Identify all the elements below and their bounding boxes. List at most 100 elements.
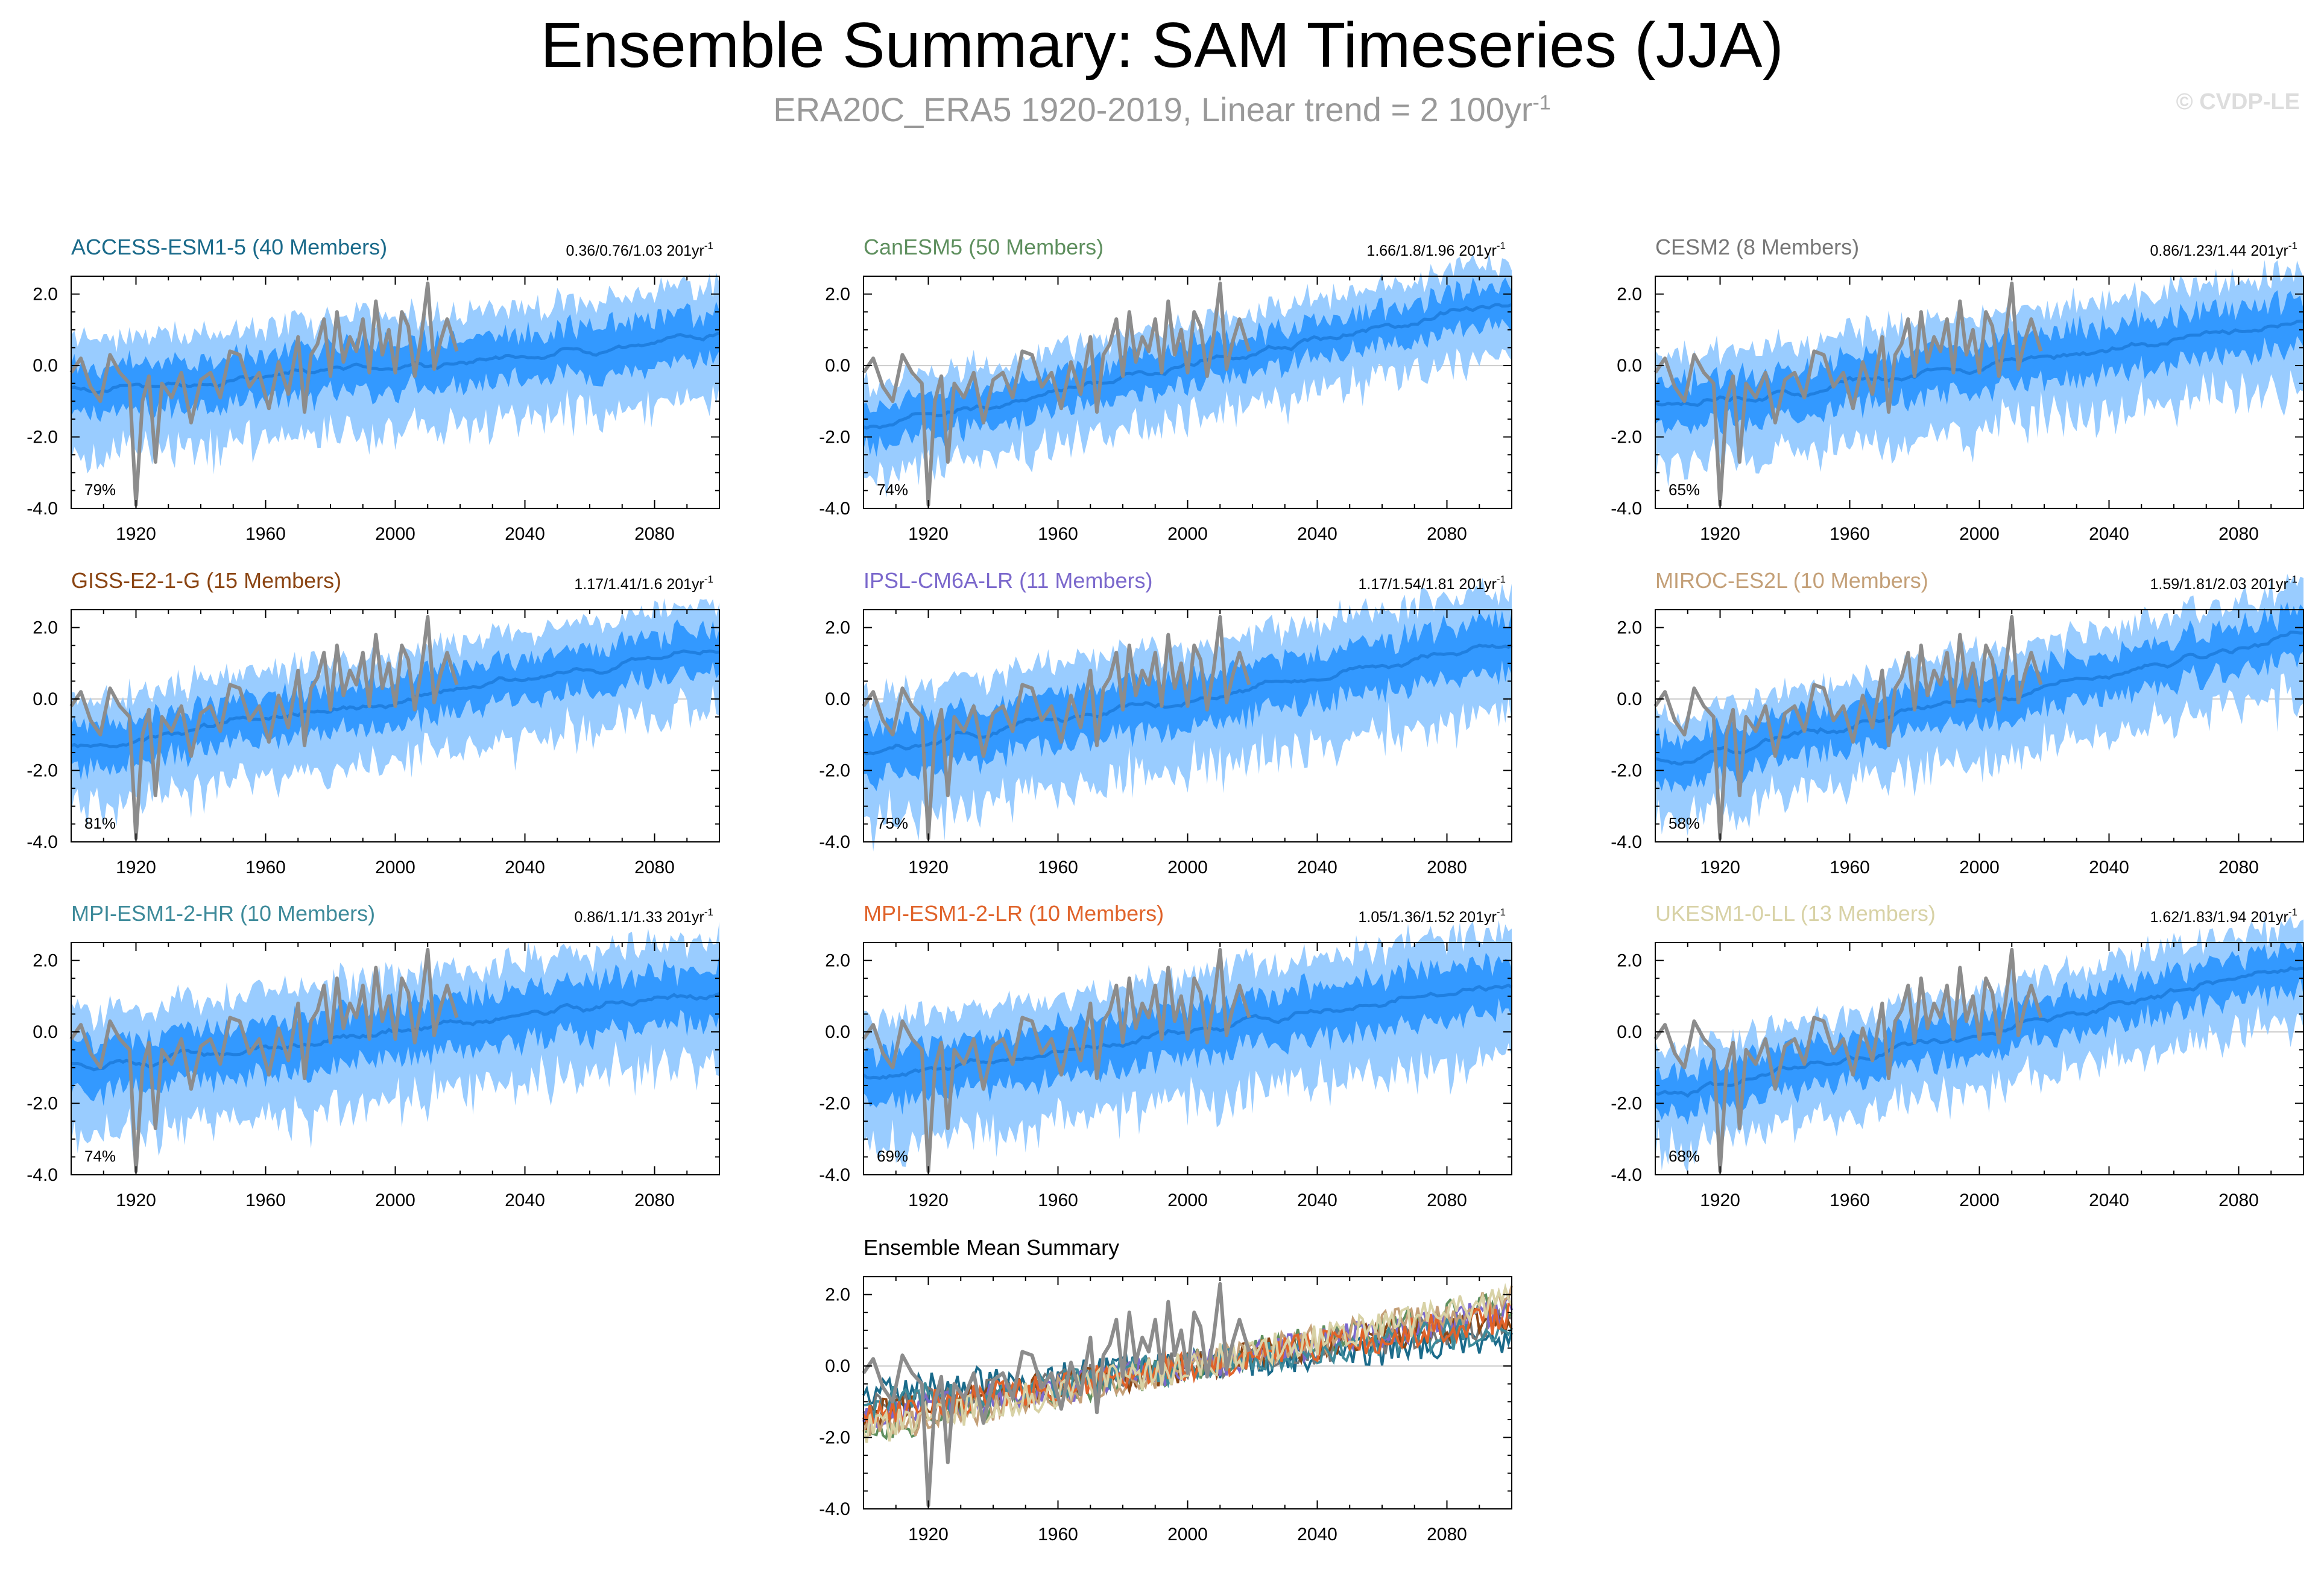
panel-title: GISS-E2-1-G (15 Members) (71, 568, 341, 593)
x-tick-label: 2040 (1297, 1525, 1337, 1544)
series-line (862, 1283, 1513, 1443)
x-tick-label: 2040 (1297, 524, 1337, 544)
x-tick-label: 2000 (1167, 1190, 1208, 1210)
observed-line (1653, 947, 2043, 1174)
percent-label: 79% (84, 481, 116, 499)
x-tick-label: 1920 (1700, 1190, 1740, 1210)
panel-title: Ensemble Mean Summary (864, 1235, 1119, 1260)
x-tick-label: 1920 (1700, 524, 1740, 544)
y-tick-label: 0.0 (33, 356, 58, 376)
x-tick-label: 2040 (2089, 524, 2129, 544)
trend-label: 1.59/1.81/2.03 201yr-1 (2150, 574, 2297, 593)
y-tick-label: -4.0 (1611, 832, 1642, 852)
y-tick-label: -2.0 (1611, 428, 1642, 447)
observed-line (862, 615, 1251, 841)
x-tick-label: 2000 (1959, 858, 2000, 877)
trend-label: 0.36/0.76/1.03 201yr-1 (566, 240, 713, 259)
subtitle-text: ERA20C_ERA5 1920-2019, Linear trend = 2 … (773, 90, 1533, 128)
trend-label: 0.86/1.1/1.33 201yr-1 (574, 906, 713, 926)
y-tick-label: 0.0 (33, 689, 58, 709)
percent-label: 65% (1669, 481, 1700, 499)
panel-title: IPSL-CM6A-LR (11 Members) (864, 568, 1152, 593)
y-tick-label: -2.0 (27, 1094, 58, 1114)
observed-line (1653, 615, 2043, 841)
y-tick-label: -4.0 (1611, 499, 1642, 519)
observed-line (862, 1282, 1251, 1508)
percent-label: 69% (877, 1147, 908, 1165)
y-tick-label: 2.0 (1617, 951, 1642, 971)
subtitle-superscript: -1 (1532, 91, 1551, 115)
x-tick-label: 1920 (116, 1190, 156, 1210)
y-tick-label: 0.0 (825, 1022, 850, 1042)
y-tick-label: 0.0 (33, 1022, 58, 1042)
x-tick-label: 2040 (505, 524, 545, 544)
y-tick-label: -2.0 (819, 1094, 850, 1114)
x-tick-label: 2000 (1167, 1525, 1208, 1544)
y-tick-label: 2.0 (33, 285, 58, 305)
chart-panel: 1920 1960 2000 2040 2080 2.0 0.0 -2.0 -4.0 IPSL-C… (819, 568, 1513, 877)
x-tick-label: 1960 (1038, 524, 1078, 544)
panel-title: CanESM5 (50 Members) (864, 235, 1104, 259)
y-tick-label: -2.0 (1611, 761, 1642, 781)
trend-label: 0.86/1.23/1.44 201yr-1 (2150, 240, 2297, 259)
observed-line (1653, 281, 2043, 507)
percent-label: 81% (84, 814, 116, 832)
observed-line (862, 947, 1251, 1174)
x-tick-label: 1960 (245, 858, 286, 877)
y-tick-label: 0.0 (825, 1356, 850, 1376)
y-tick-label: -4.0 (819, 1499, 850, 1519)
y-tick-label: 2.0 (33, 951, 58, 971)
y-tick-label: 2.0 (825, 285, 850, 305)
chart-panel: 1920 1960 2000 2040 2080 2.0 0.0 -2.0 -4.0 CanESM… (819, 235, 1512, 544)
x-tick-label: 2080 (1427, 1525, 1467, 1544)
x-tick-label: 2040 (505, 1190, 545, 1210)
subtitle: ERA20C_ERA5 1920-2019, Linear trend = 2 … (0, 89, 2324, 130)
watermark: © CVDP-LE (2176, 89, 2300, 115)
y-tick-label: -4.0 (27, 1165, 58, 1185)
x-tick-label: 1920 (116, 858, 156, 877)
observed-line (69, 281, 459, 507)
y-tick-label: -2.0 (1611, 1094, 1642, 1114)
x-tick-label: 1960 (1038, 1525, 1078, 1544)
x-tick-label: 2000 (1959, 524, 2000, 544)
trend-label: 1.62/1.83/1.94 201yr-1 (2150, 906, 2297, 926)
panel-title: MPI-ESM1-2-LR (10 Members) (864, 901, 1164, 926)
y-tick-label: 0.0 (825, 689, 850, 709)
y-tick-label: 2.0 (825, 951, 850, 971)
x-tick-label: 2040 (505, 858, 545, 877)
x-tick-label: 2000 (1959, 1190, 2000, 1210)
trend-label: 1.17/1.41/1.6 201yr-1 (574, 574, 713, 593)
x-tick-label: 1920 (908, 524, 949, 544)
observed-line (69, 615, 459, 841)
trend-label: 1.17/1.54/1.81 201yr-1 (1359, 574, 1506, 593)
page-title: Ensemble Summary: SAM Timeseries (JJA) (540, 10, 1784, 81)
chart-panel: 1920 1960 2000 2040 2080 2.0 0.0 -2.0 -4.0 MIROC-… (1611, 568, 2304, 877)
x-tick-label: 2080 (634, 524, 675, 544)
x-tick-label: 2080 (634, 858, 675, 877)
trend-label: 1.66/1.8/1.96 201yr-1 (1366, 240, 1506, 259)
x-tick-label: 1920 (908, 1525, 949, 1544)
x-tick-label: 2080 (1427, 1190, 1467, 1210)
x-tick-label: 1920 (908, 858, 949, 877)
chart-panel: 1920 1960 2000 2040 2080 2.0 0.0 -2.0 -4.0 CESM2 … (1611, 235, 2304, 544)
x-tick-label: 2080 (634, 1190, 675, 1210)
y-tick-label: -4.0 (27, 832, 58, 852)
x-tick-label: 2080 (1427, 524, 1467, 544)
percent-label: 74% (84, 1147, 116, 1165)
panel-title: MPI-ESM1-2-HR (10 Members) (71, 901, 375, 926)
x-tick-label: 2000 (1167, 524, 1208, 544)
x-tick-label: 1960 (1038, 1190, 1078, 1210)
x-tick-label: 2040 (2089, 1190, 2129, 1210)
panel-title: ACCESS-ESM1-5 (40 Members) (71, 235, 387, 259)
panel-title: MIROC-ES2L (10 Members) (1655, 568, 1928, 593)
x-tick-label: 1920 (116, 524, 156, 544)
y-tick-label: -4.0 (27, 499, 58, 519)
panel-title: UKESM1-0-LL (13 Members) (1655, 901, 1936, 926)
y-tick-label: 0.0 (1617, 1022, 1642, 1042)
x-tick-label: 2040 (2089, 858, 2129, 877)
chart-panel: 1920 1960 2000 2040 2080 2.0 0.0 -2.0 -4.0 MPI-ES… (27, 901, 720, 1210)
x-tick-label: 2000 (1167, 858, 1208, 877)
x-tick-label: 2000 (375, 524, 415, 544)
y-tick-label: -4.0 (819, 1165, 850, 1185)
